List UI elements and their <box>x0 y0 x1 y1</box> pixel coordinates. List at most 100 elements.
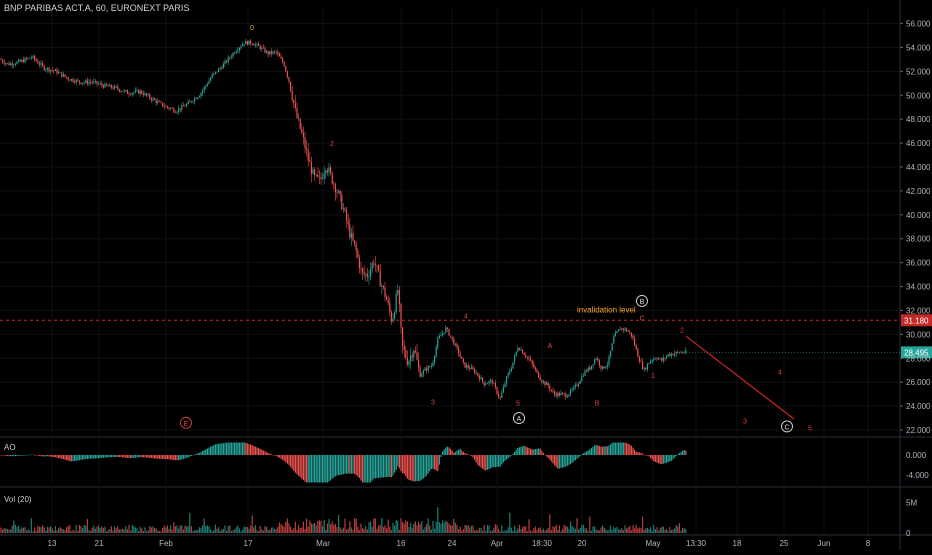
candle-body <box>141 90 143 94</box>
volume-bar <box>136 527 138 533</box>
volume-bar <box>558 525 560 533</box>
candle-body <box>434 356 436 363</box>
volume-bar <box>358 530 360 533</box>
invalidation-label: invalidation level <box>577 305 636 314</box>
candle-body <box>424 368 426 371</box>
ao-bar <box>387 455 389 477</box>
candle-body <box>477 372 479 376</box>
volume-bar <box>54 525 56 533</box>
ao-bar <box>232 442 234 455</box>
ao-bar <box>507 455 509 459</box>
volume-bar <box>646 527 648 533</box>
volume-bar <box>539 527 541 533</box>
volume-bar <box>650 527 652 533</box>
candle-body <box>410 355 412 362</box>
ao-bar <box>341 455 343 475</box>
candle-body <box>8 63 10 66</box>
volume-bar <box>618 529 620 533</box>
ao-bar <box>238 442 240 455</box>
volume-bar <box>422 529 424 533</box>
candle-body <box>653 358 655 361</box>
volume-bar <box>83 524 85 533</box>
volume-bar <box>619 529 621 533</box>
ao-bar <box>568 455 570 465</box>
candle-body <box>501 392 503 398</box>
ao-bar <box>494 455 496 468</box>
volume-bar <box>482 531 484 533</box>
volume-bar <box>494 524 496 533</box>
volume-bar <box>146 531 148 533</box>
candle-body <box>536 369 538 372</box>
volume-bar <box>77 531 79 533</box>
volume-bar <box>90 530 92 533</box>
volume-bar <box>251 515 253 533</box>
ao-bar <box>299 455 301 478</box>
candle-body <box>358 257 360 269</box>
volume-bar <box>104 526 106 533</box>
candle-body <box>310 162 312 174</box>
ao-bar <box>502 455 504 463</box>
candle-body <box>587 367 589 372</box>
ao-bar <box>382 455 384 478</box>
ao-bar <box>485 455 487 471</box>
volume-bar <box>178 528 180 533</box>
volume-bar <box>651 530 653 533</box>
candle-body <box>269 51 271 55</box>
ao-bar <box>440 455 442 457</box>
candle-body <box>314 169 316 176</box>
candle-body <box>568 394 570 397</box>
ao-bar <box>98 455 100 459</box>
ao-bar <box>438 455 440 465</box>
candle-body <box>538 371 540 378</box>
candle-body <box>173 108 175 113</box>
ao-bar <box>229 442 231 455</box>
volume-bar <box>451 525 453 533</box>
ao-bar <box>434 455 436 470</box>
chart-title: BNP PARIBAS ACT.A, 60, EURONEXT PARIS <box>4 3 190 13</box>
ao-bar <box>373 455 375 479</box>
volume-bar <box>574 528 576 533</box>
ao-bar <box>421 455 423 480</box>
volume-bar <box>261 529 263 533</box>
ao-bar <box>499 455 501 467</box>
ao-bar <box>557 455 559 469</box>
volume-bar <box>269 530 271 533</box>
candle-body <box>202 90 204 93</box>
ao-bar <box>638 452 640 455</box>
ao-bar <box>403 455 405 474</box>
ao-bar <box>462 451 464 455</box>
candle-body <box>496 387 498 394</box>
ao-bar <box>466 453 468 455</box>
ao-bar <box>50 455 52 457</box>
ao-bar <box>99 455 101 459</box>
volume-bar <box>139 526 141 533</box>
volume-bar <box>682 527 684 533</box>
ao-bar <box>410 455 412 481</box>
candle-body <box>509 371 511 374</box>
candle-body <box>99 83 101 85</box>
ao-bar <box>58 455 60 459</box>
candle-body <box>11 63 13 66</box>
ao-bar <box>406 455 408 479</box>
ao-bar <box>214 444 216 455</box>
candle-body <box>661 358 663 361</box>
ao-bar <box>235 442 237 455</box>
ao-bar <box>190 455 192 456</box>
volume-bar <box>310 523 312 533</box>
wave-label: C <box>639 316 644 323</box>
price-tick-label: 30.000 <box>906 330 931 339</box>
candle-body <box>674 353 676 356</box>
candle-body <box>579 381 581 384</box>
volume-bar <box>120 529 122 533</box>
candle-body <box>522 349 524 354</box>
ao-bar <box>344 455 346 474</box>
candle-body <box>648 363 650 365</box>
ao-bar <box>59 455 61 459</box>
invalidation-price-box <box>901 314 932 327</box>
volume-bar <box>411 528 413 533</box>
volume-bar <box>542 528 544 533</box>
candle-body <box>416 352 418 360</box>
candle-body <box>0 59 2 61</box>
